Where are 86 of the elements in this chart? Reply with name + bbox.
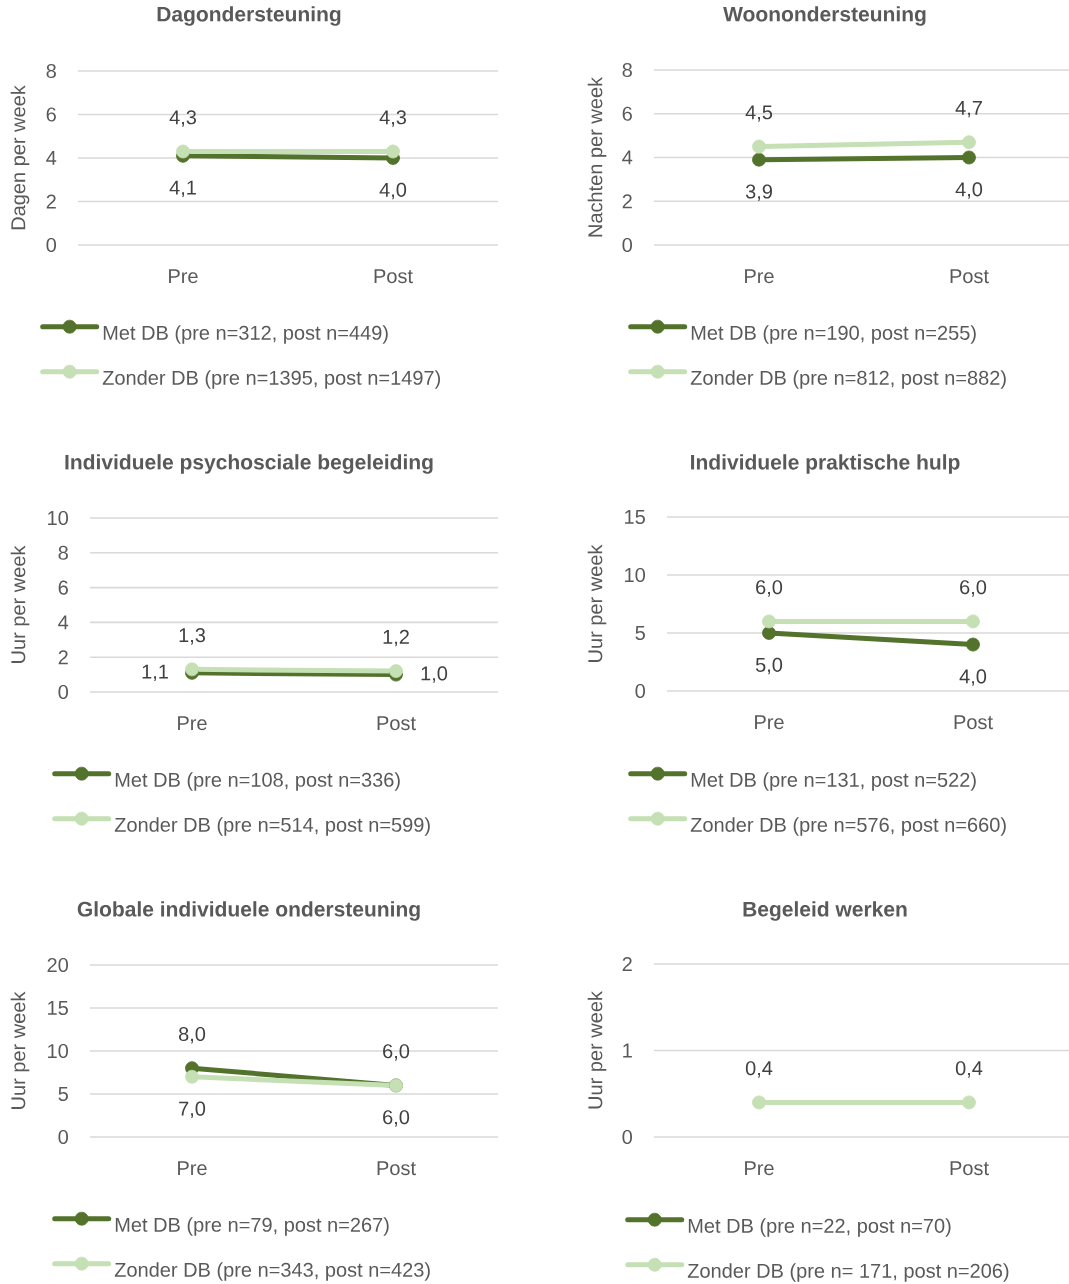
data-label: 1,1 (142, 664, 168, 682)
y-tick-label: 5 (635, 626, 645, 640)
legend-label: Zonder DB (pre n=514, post n=599) (114, 817, 430, 836)
chart-title: Individuele psychosciale begeleiding (65, 454, 433, 474)
y-tick-label: 1 (623, 1043, 632, 1058)
y-tick-label: 0 (622, 1129, 633, 1145)
legend-label: Zonder DB (pre n=576, post n=660) (690, 817, 1006, 836)
legend-label: Zonder DB (pre n=812, post n=882) (690, 370, 1006, 389)
data-label: 6,0 (383, 1110, 410, 1127)
y-tick-label: 10 (625, 567, 646, 583)
y-tick-label: 5 (58, 1087, 68, 1101)
data-label: 7,0 (179, 1101, 206, 1119)
x-tick-label: Post (950, 1161, 989, 1176)
data-label: 6,0 (383, 1044, 410, 1061)
y-tick-label: 10 (48, 510, 69, 526)
y-tick-label: 8 (622, 62, 632, 78)
y-axis-title: Uur per week (10, 545, 30, 663)
x-tick-label: Pre (178, 716, 207, 731)
legend-label: Zonder DB (pre n=343, post n=423) (114, 1262, 430, 1281)
x-tick-label: Pre (169, 269, 198, 284)
legend-label: Met DB (pre n=312, post n=449) (103, 325, 388, 344)
y-tick-label: 0 (622, 237, 633, 253)
y-tick-label: 2 (622, 194, 632, 209)
data-label: 4,0 (379, 182, 407, 200)
data-label: 0,4 (745, 1061, 773, 1078)
data-label: 5,0 (755, 657, 783, 675)
legend-label: Zonder DB (pre n= 171, post n=206) (687, 1263, 1009, 1282)
x-tick-label: Pre (755, 715, 784, 730)
legend-label: Met DB (pre n=190, post n=255) (691, 325, 976, 344)
y-tick-label: 6 (58, 580, 68, 595)
y-tick-label: 2 (46, 194, 56, 209)
y-axis-title: Nachten per week (587, 76, 607, 237)
x-tick-label: Post (374, 269, 413, 284)
data-label: 1,0 (421, 666, 448, 683)
chart-title: Dagondersteuning (157, 6, 341, 26)
legend-label: Met DB (pre n=108, post n=336) (115, 772, 400, 791)
y-tick-label: 6 (46, 107, 56, 122)
legend-label: Met DB (pre n=22, post n=70) (688, 1218, 951, 1237)
legend-label: Met DB (pre n=131, post n=522) (691, 772, 976, 791)
data-label: 1,2 (383, 629, 409, 647)
data-label: 0,4 (955, 1061, 983, 1078)
y-axis-title: Uur per week (10, 991, 30, 1109)
data-label: 4,3 (169, 110, 197, 127)
chart-title: Globale individuele ondersteuning (77, 901, 420, 921)
y-axis-title: Dagen per week (10, 85, 30, 230)
chart-title: Begeleid werken (743, 901, 907, 921)
y-tick-label: 10 (48, 1043, 69, 1059)
data-label: 4,0 (955, 182, 983, 199)
y-tick-label: 2 (58, 650, 68, 665)
x-tick-label: Pre (745, 269, 774, 284)
data-label: 4,0 (959, 669, 987, 686)
x-tick-label: Pre (745, 1161, 774, 1176)
x-tick-label: Post (950, 269, 989, 284)
chart-title: Woonondersteuning (723, 6, 926, 26)
y-tick-label: 4 (58, 615, 69, 630)
y-tick-label: 4 (46, 151, 57, 165)
data-label: 4,7 (955, 101, 982, 118)
y-tick-label: 15 (625, 510, 645, 524)
x-tick-label: Post (377, 1161, 416, 1176)
x-tick-label: Pre (178, 1161, 207, 1176)
data-label: 6,0 (960, 580, 987, 597)
y-axis-title: Uur per week (587, 544, 607, 662)
y-tick-label: 0 (635, 683, 646, 699)
y-tick-label: 0 (58, 684, 69, 700)
data-label: 4,3 (379, 110, 407, 127)
y-tick-label: 0 (58, 1129, 69, 1145)
y-tick-label: 15 (48, 1001, 68, 1015)
x-tick-label: Post (377, 716, 416, 731)
legend-label: Zonder DB (pre n=1395, post n=1497) (102, 370, 441, 389)
y-tick-label: 0 (46, 237, 57, 253)
data-label: 3,9 (745, 184, 772, 201)
chart-title: Individuele praktische hulp (691, 454, 960, 474)
y-tick-label: 8 (46, 63, 56, 79)
y-tick-label: 2 (622, 957, 632, 971)
y-tick-label: 6 (622, 106, 632, 121)
data-label: 1,3 (179, 628, 206, 645)
data-label: 4,5 (745, 105, 773, 122)
y-tick-label: 4 (622, 150, 633, 165)
data-label: 6,0 (756, 580, 783, 597)
y-axis-title: Uur per week (587, 991, 607, 1109)
y-tick-label: 8 (58, 545, 68, 560)
y-tick-label: 20 (47, 957, 69, 973)
data-label: 4,1 (169, 180, 196, 197)
data-label: 8,0 (178, 1026, 206, 1044)
legend-label: Met DB (pre n=79, post n=267) (115, 1217, 389, 1236)
x-tick-label: Post (954, 715, 993, 730)
